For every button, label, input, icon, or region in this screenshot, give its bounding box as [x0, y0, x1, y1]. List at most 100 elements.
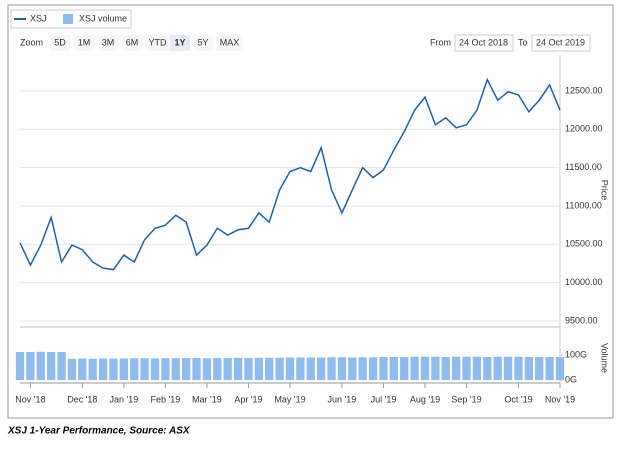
zoom-button-label[interactable]: 6M	[126, 37, 139, 47]
zoom-button-label[interactable]: 3M	[102, 37, 115, 47]
volume-bar	[358, 357, 367, 380]
volume-bar	[233, 357, 243, 380]
volume-bar	[192, 358, 201, 380]
volume-bar	[524, 357, 533, 380]
to-input[interactable]	[531, 34, 591, 52]
volume-bar	[182, 358, 191, 380]
volume-bar	[78, 358, 87, 380]
volume-bar	[306, 357, 315, 380]
y-tick-label: 12000.00	[565, 124, 603, 134]
range-from-label: From	[430, 37, 451, 47]
zoom-button-label[interactable]: MAX	[220, 37, 240, 47]
range-from[interactable]: 24 Oct 2018	[459, 37, 508, 47]
volume-bar	[420, 356, 430, 380]
volume-bar	[535, 357, 544, 380]
volume-bar	[400, 357, 409, 380]
volume-bar	[254, 357, 263, 380]
volume-bar	[368, 357, 378, 380]
volume-bar	[202, 358, 212, 380]
range-to[interactable]: 24 Oct 2019	[536, 37, 585, 47]
volume-bar	[545, 357, 554, 380]
x-tick-label: Nov '18	[15, 394, 45, 404]
x-tick-label: Mar '19	[192, 394, 222, 404]
range-to-label: To	[518, 37, 528, 47]
zoom-button[interactable]	[145, 35, 170, 51]
volume-bar	[389, 357, 398, 380]
volume-bar	[223, 358, 232, 380]
volume-bar	[150, 358, 160, 380]
y-tick-label: 10000.00	[565, 277, 603, 287]
y-tick-label: 10500.00	[565, 239, 603, 249]
volume-bar	[119, 358, 128, 380]
zoom-button-label[interactable]: YTD	[149, 37, 168, 47]
volume-bar	[431, 356, 440, 380]
x-tick-label: Apr '19	[234, 394, 262, 404]
volume-bar	[275, 357, 284, 380]
volume-bar	[503, 356, 513, 380]
volume-bar	[244, 358, 253, 380]
y2-axis-label: Volume	[600, 343, 610, 373]
volume-bar	[109, 358, 118, 380]
x-tick-label: Feb '19	[151, 394, 181, 404]
caption: XSJ 1-Year Performance, Source: ASX	[7, 426, 191, 437]
x-tick-label: Jun '19	[328, 394, 357, 404]
x-tick-label: Oct '19	[504, 394, 532, 404]
volume-bar	[26, 352, 35, 380]
volume-bar	[472, 356, 482, 380]
zoom-button[interactable]	[170, 35, 190, 51]
zoom-label: Zoom	[20, 37, 43, 47]
volume-bar	[327, 357, 336, 380]
x-tick-label: May '19	[274, 394, 305, 404]
price-line	[19, 77, 561, 271]
y-tick-label: 9500.00	[565, 315, 598, 325]
volume-bar	[462, 356, 471, 380]
x-tick-label: Jan '19	[109, 394, 138, 404]
volume-bar	[410, 356, 419, 380]
zoom-button-label[interactable]: 5D	[54, 37, 66, 47]
legend-label[interactable]: XSJ volume	[79, 13, 127, 23]
volume-bar	[514, 356, 523, 380]
zoom-button[interactable]	[121, 35, 143, 51]
zoom-button-label[interactable]: 1Y	[174, 37, 185, 47]
volume-bar	[171, 358, 180, 380]
volume-bar	[296, 357, 305, 380]
y-tick-label: 12500.00	[565, 85, 603, 95]
zoom-button[interactable]	[193, 35, 213, 51]
volume-bar	[67, 358, 77, 380]
volume-bar	[379, 357, 388, 380]
y2-tick-label: 100G	[565, 349, 587, 359]
x-tick-label: Sep '19	[451, 394, 481, 404]
frame	[7, 4, 614, 419]
zoom-button[interactable]	[216, 35, 243, 51]
volume-bar	[15, 352, 25, 380]
volume-bar	[483, 357, 492, 380]
volume-bar	[555, 357, 565, 380]
zoom-button[interactable]	[97, 35, 119, 51]
volume-bar	[140, 358, 149, 380]
legend-label[interactable]: XSJ	[30, 13, 47, 23]
volume-bar	[348, 357, 357, 380]
from-input[interactable]	[454, 34, 514, 52]
volume-bar	[36, 351, 45, 380]
y-tick-label: 11500.00	[565, 162, 602, 172]
y-tick-label: 11000.00	[565, 200, 602, 210]
volume-bar	[493, 356, 502, 380]
volume-bar	[337, 357, 347, 380]
volume-bar	[452, 356, 461, 380]
volume-bar	[130, 358, 139, 380]
volume-bar	[317, 357, 326, 380]
x-tick-label: Nov '19	[545, 394, 575, 404]
volume-bar	[441, 357, 450, 380]
volume-bar	[161, 358, 170, 380]
y-axis-label: Price	[600, 180, 610, 201]
zoom-button[interactable]	[73, 35, 95, 51]
zoom-button[interactable]	[50, 35, 70, 51]
zoom-button-label[interactable]: 5Y	[197, 37, 208, 47]
legend-swatch[interactable]	[63, 14, 73, 24]
zoom-button-label[interactable]: 1M	[78, 37, 91, 47]
volume-bar	[98, 358, 108, 380]
volume-bar	[213, 358, 222, 380]
y2-tick-label: 0G	[565, 374, 577, 384]
